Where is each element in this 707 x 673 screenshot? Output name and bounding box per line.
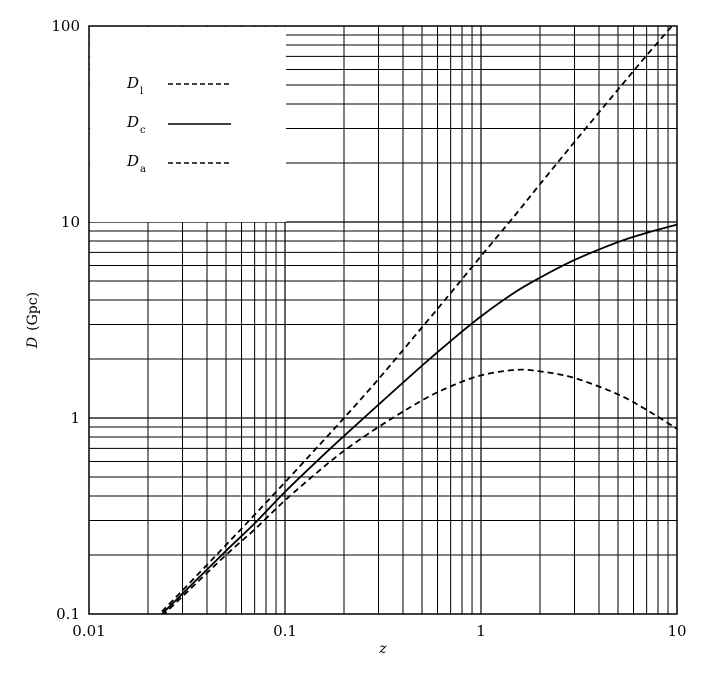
svg-text:D: D: [126, 152, 139, 170]
svg-text:a: a: [140, 164, 146, 175]
x-tick-label: 0.1: [273, 622, 297, 640]
svg-text:D(Gpc): D (Gpc): [25, 292, 41, 349]
x-tick-labels: 0.01 0.1 1 10: [72, 622, 686, 640]
legend: D l D c D a: [126, 74, 231, 175]
curve-d-c: [160, 223, 677, 614]
legend-item-dc: D c: [126, 113, 231, 136]
svg-text:D: D: [126, 113, 139, 131]
y-tick-label: 0.1: [56, 605, 80, 623]
y-axis-label-unit: (Gpc): [25, 292, 41, 331]
y-axis-label-symbol: D: [25, 337, 41, 349]
x-tick-label: 0.01: [72, 622, 105, 640]
svg-text:c: c: [140, 125, 146, 136]
plot-frame: [88, 25, 678, 615]
y-tick-label: 10: [61, 213, 80, 231]
legend-item-da: D a: [126, 152, 229, 175]
svg-text:l: l: [140, 86, 143, 97]
x-tick-label: 1: [476, 622, 486, 640]
x-tick-label: 10: [667, 622, 686, 640]
svg-text:D: D: [126, 74, 139, 92]
curves: [158, 26, 677, 614]
y-tick-labels: 0.1 1 10 100: [51, 17, 80, 623]
curve-d-l: [158, 26, 674, 614]
x-axis-label: z: [378, 641, 387, 657]
y-axis-label: D (Gpc): [25, 292, 41, 349]
y-tick-label: 1: [70, 409, 80, 427]
curve-d-a: [163, 368, 677, 614]
y-tick-label: 100: [51, 17, 80, 35]
legend-item-dl: D l: [126, 74, 229, 97]
